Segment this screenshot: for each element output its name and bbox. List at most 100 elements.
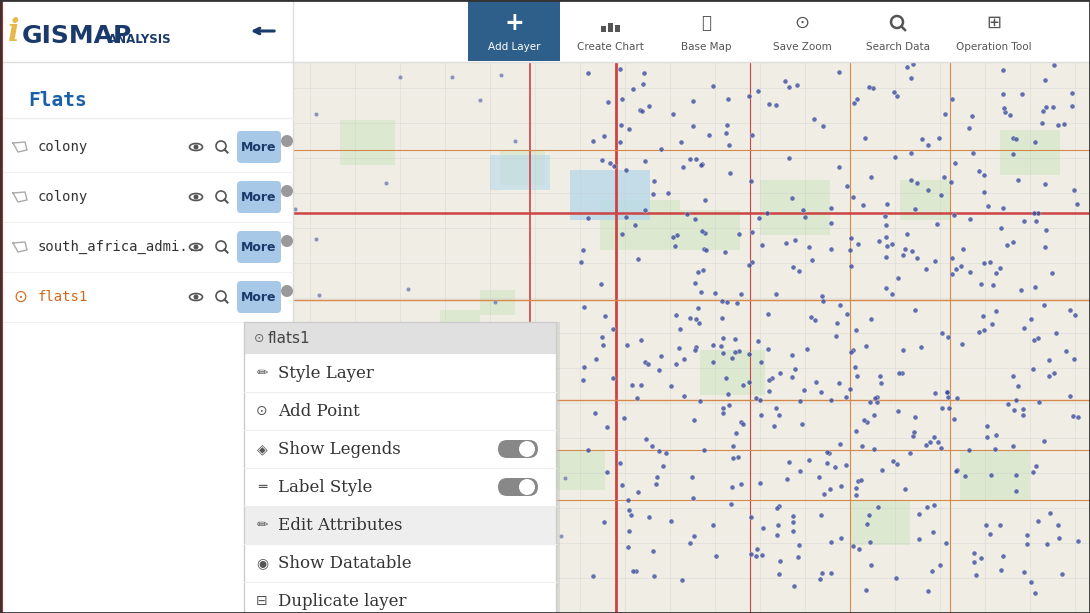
Point bbox=[432, 554, 449, 563]
Point bbox=[1038, 225, 1055, 235]
Point bbox=[904, 246, 921, 256]
Point bbox=[593, 332, 610, 341]
Point bbox=[1046, 328, 1064, 338]
Point bbox=[974, 311, 992, 321]
Point bbox=[784, 526, 801, 536]
Point bbox=[819, 459, 836, 468]
Point bbox=[768, 530, 786, 540]
Text: colony: colony bbox=[38, 190, 88, 204]
Point bbox=[884, 240, 901, 249]
Point bbox=[640, 512, 657, 522]
Point bbox=[1030, 397, 1047, 407]
Point bbox=[910, 509, 928, 519]
Point bbox=[287, 204, 304, 214]
Point bbox=[486, 297, 504, 306]
Point bbox=[743, 257, 761, 267]
Point bbox=[822, 204, 839, 213]
Point bbox=[812, 387, 829, 397]
Point bbox=[732, 289, 750, 299]
Text: Search Data: Search Data bbox=[865, 42, 930, 52]
Point bbox=[889, 406, 907, 416]
Point bbox=[727, 335, 744, 345]
FancyBboxPatch shape bbox=[0, 272, 292, 322]
Point bbox=[639, 359, 656, 369]
Point bbox=[814, 296, 832, 306]
Circle shape bbox=[194, 145, 198, 150]
Point bbox=[695, 244, 713, 254]
Point bbox=[601, 158, 618, 167]
Bar bbox=[244, 322, 556, 613]
Point bbox=[307, 234, 325, 244]
Point bbox=[883, 289, 900, 299]
Point bbox=[546, 580, 564, 590]
Point bbox=[1007, 395, 1025, 405]
FancyBboxPatch shape bbox=[1000, 130, 1059, 175]
Point bbox=[984, 280, 1002, 290]
Point bbox=[861, 83, 879, 93]
Point bbox=[780, 82, 798, 92]
Point bbox=[1024, 364, 1041, 373]
Point bbox=[1025, 467, 1042, 477]
Point bbox=[783, 373, 800, 383]
Point bbox=[595, 517, 613, 527]
Point bbox=[918, 440, 935, 449]
FancyBboxPatch shape bbox=[380, 480, 420, 510]
Point bbox=[783, 350, 800, 360]
Point bbox=[720, 400, 738, 409]
Text: south_africa_admi...: south_africa_admi... bbox=[38, 240, 206, 254]
Text: ⊙: ⊙ bbox=[256, 404, 268, 418]
Point bbox=[873, 465, 891, 474]
Point bbox=[813, 291, 831, 301]
Point bbox=[1038, 102, 1055, 112]
Point bbox=[730, 346, 748, 356]
Point bbox=[1065, 185, 1082, 195]
Point bbox=[1022, 314, 1040, 324]
Point bbox=[1069, 412, 1087, 422]
Point bbox=[896, 484, 913, 494]
Point bbox=[619, 542, 637, 552]
Point bbox=[941, 403, 958, 413]
FancyBboxPatch shape bbox=[756, 1, 848, 61]
Point bbox=[722, 168, 739, 178]
Point bbox=[855, 200, 872, 210]
Point bbox=[1026, 137, 1043, 147]
Circle shape bbox=[519, 479, 535, 495]
Point bbox=[584, 136, 602, 146]
Point bbox=[1051, 533, 1068, 543]
FancyBboxPatch shape bbox=[320, 450, 380, 490]
Text: Duplicate layer: Duplicate layer bbox=[278, 593, 407, 609]
Point bbox=[584, 571, 602, 581]
FancyBboxPatch shape bbox=[600, 200, 680, 250]
Circle shape bbox=[281, 285, 293, 297]
Point bbox=[580, 213, 597, 223]
Point bbox=[620, 124, 638, 134]
Point bbox=[1005, 149, 1022, 159]
Point bbox=[635, 357, 653, 367]
Point bbox=[1015, 216, 1032, 226]
Point bbox=[595, 131, 613, 141]
Point bbox=[1064, 411, 1081, 421]
Point bbox=[614, 94, 631, 104]
Text: More: More bbox=[241, 291, 277, 303]
Point bbox=[800, 455, 818, 465]
Point bbox=[643, 441, 661, 451]
Text: ✏: ✏ bbox=[256, 518, 268, 532]
Point bbox=[667, 359, 685, 368]
Point bbox=[784, 262, 801, 272]
Text: ⧈: ⧈ bbox=[701, 14, 711, 32]
Point bbox=[443, 72, 460, 82]
Point bbox=[858, 585, 875, 595]
Point bbox=[727, 347, 744, 357]
Point bbox=[947, 264, 965, 273]
Point bbox=[1038, 539, 1055, 549]
Point bbox=[862, 560, 880, 570]
Point bbox=[686, 345, 703, 355]
Point bbox=[936, 539, 954, 549]
Point bbox=[1027, 462, 1044, 471]
Point bbox=[906, 204, 923, 214]
Point bbox=[471, 95, 488, 105]
Point bbox=[576, 362, 593, 372]
Point bbox=[812, 574, 829, 584]
Point bbox=[985, 444, 1003, 454]
Text: Edit Attributes: Edit Attributes bbox=[278, 517, 402, 533]
